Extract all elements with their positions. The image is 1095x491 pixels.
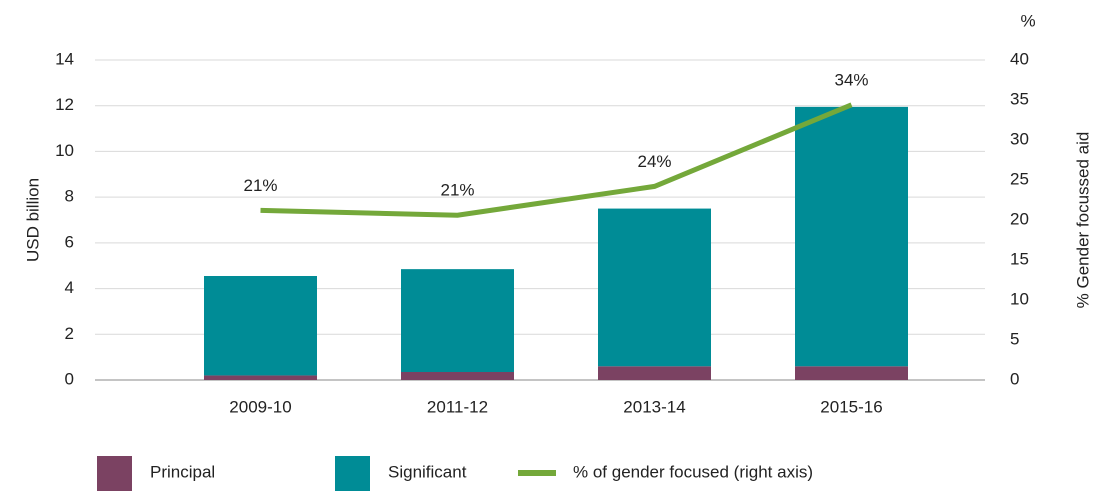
y-tick-label: 10 bbox=[55, 141, 74, 160]
y2-tick-label: 20 bbox=[1010, 209, 1029, 228]
x-tick-label: 2009-10 bbox=[229, 397, 291, 416]
legend-swatch bbox=[335, 456, 370, 491]
bar bbox=[204, 375, 317, 380]
y2-tick-label: 0 bbox=[1010, 369, 1019, 388]
x-tick-label: 2013-14 bbox=[623, 397, 685, 416]
legend-label: % of gender focused (right axis) bbox=[573, 462, 813, 481]
bar bbox=[795, 106, 908, 367]
y2-tick-label: 25 bbox=[1010, 169, 1029, 188]
x-tick-label: 2015-16 bbox=[820, 397, 882, 416]
bar bbox=[598, 208, 711, 367]
y2-tick-label: 5 bbox=[1010, 329, 1019, 348]
y2-unit: % bbox=[1020, 11, 1035, 30]
legend-swatch bbox=[518, 470, 556, 476]
bar bbox=[795, 366, 908, 380]
bar bbox=[401, 372, 514, 380]
legend-label: Principal bbox=[150, 462, 215, 481]
line bbox=[260, 102, 853, 218]
y-tick-label: 0 bbox=[65, 369, 74, 388]
y-tick-label: 4 bbox=[65, 278, 74, 297]
legend-label: Significant bbox=[388, 462, 467, 481]
y2-axis-label: % Gender focussed aid bbox=[1073, 132, 1092, 309]
y2-tick-label: 40 bbox=[1010, 49, 1029, 68]
bar bbox=[598, 366, 711, 380]
x-tick-label: 2011-12 bbox=[427, 397, 488, 416]
y-tick-label: 8 bbox=[65, 187, 74, 206]
y2-tick-label: 30 bbox=[1010, 129, 1029, 148]
y2-tick-label: 10 bbox=[1010, 289, 1029, 308]
legend-swatch bbox=[97, 456, 132, 491]
data-label: 24% bbox=[637, 152, 671, 171]
y2-tick-label: 35 bbox=[1010, 89, 1029, 108]
bar bbox=[401, 269, 514, 372]
y-tick-label: 6 bbox=[65, 232, 74, 251]
y2-tick-label: 15 bbox=[1010, 249, 1029, 268]
data-label: 34% bbox=[834, 70, 868, 89]
y-tick-label: 14 bbox=[55, 49, 74, 68]
y-tick-label: 2 bbox=[65, 324, 74, 343]
bar bbox=[204, 276, 317, 376]
data-label: 21% bbox=[440, 181, 474, 200]
y-axis-label: USD billion bbox=[23, 178, 42, 262]
y-tick-label: 12 bbox=[55, 95, 74, 114]
data-label: 21% bbox=[243, 176, 277, 195]
